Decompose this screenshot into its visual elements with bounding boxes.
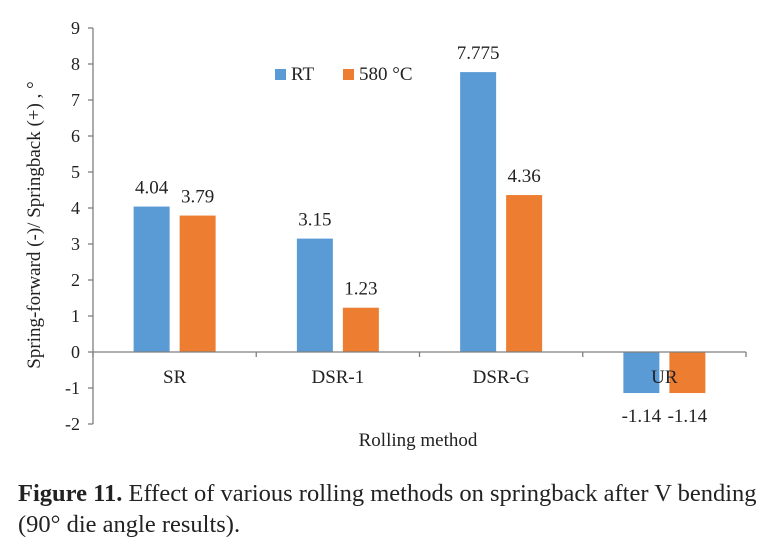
y-tick-label: 4 bbox=[71, 198, 80, 218]
x-axis-title: Rolling method bbox=[359, 430, 478, 451]
x-tick-label: UR bbox=[651, 367, 678, 388]
y-axis-title: Spring-forward (-)/ Springback (+) , ° bbox=[24, 81, 45, 368]
legend-label: RT bbox=[291, 64, 315, 85]
bars: 4.04 3.15 7.775 -1.14 3.79 1.23 4.36 -1.14 bbox=[133, 43, 708, 427]
data-label: 3.15 bbox=[298, 210, 331, 231]
bar bbox=[342, 307, 379, 352]
y-axis: -2 -1 0 1 2 3 4 5 6 7 8 9 bbox=[65, 18, 94, 434]
y-tick-label: 5 bbox=[71, 162, 80, 182]
bar-chart: -2 -1 0 1 2 3 4 5 6 7 8 9 4.04 3.15 7.775 -1.14 3.79 1.2… bbox=[24, 18, 747, 451]
y-tick-label: 1 bbox=[71, 306, 80, 326]
figure-caption-label: Figure 11. bbox=[18, 480, 123, 507]
data-label: 3.79 bbox=[181, 187, 214, 208]
data-label: 1.23 bbox=[344, 279, 377, 300]
data-label: -1.14 bbox=[668, 406, 708, 427]
data-label: 4.04 bbox=[135, 178, 169, 199]
figure-caption-text: Effect of various rolling methods on spr… bbox=[18, 480, 757, 538]
data-label: 4.36 bbox=[508, 166, 541, 187]
x-tick-label: DSR-G bbox=[473, 367, 530, 388]
data-label: -1.14 bbox=[622, 406, 662, 427]
y-tick-label: 0 bbox=[71, 342, 80, 362]
y-tick-label: 2 bbox=[71, 270, 80, 290]
y-tick-label: -1 bbox=[65, 378, 80, 398]
bar bbox=[296, 238, 333, 352]
legend-label: 580 °C bbox=[359, 64, 413, 85]
bar bbox=[179, 215, 216, 352]
y-tick-label: 6 bbox=[71, 126, 80, 146]
legend-swatch bbox=[275, 69, 286, 80]
data-label: 7.775 bbox=[457, 43, 500, 64]
bar bbox=[669, 352, 706, 394]
y-tick-label: 3 bbox=[71, 234, 80, 254]
x-axis: SR DSR-1 DSR-G UR bbox=[92, 351, 747, 388]
y-tick-label: 9 bbox=[71, 18, 80, 38]
y-tick-label: -2 bbox=[65, 414, 80, 434]
bar bbox=[460, 72, 497, 352]
y-tick-label: 8 bbox=[71, 54, 80, 74]
x-tick-label: SR bbox=[163, 367, 187, 388]
y-tick-label: 7 bbox=[71, 90, 80, 110]
bar bbox=[506, 195, 543, 352]
figure-caption: Figure 11. Effect of various rolling met… bbox=[18, 478, 758, 540]
x-tick-label: DSR-1 bbox=[311, 367, 364, 388]
bar bbox=[623, 352, 660, 394]
legend-swatch bbox=[343, 69, 354, 80]
bar bbox=[133, 206, 170, 352]
legend: RT 580 °C bbox=[275, 64, 413, 85]
